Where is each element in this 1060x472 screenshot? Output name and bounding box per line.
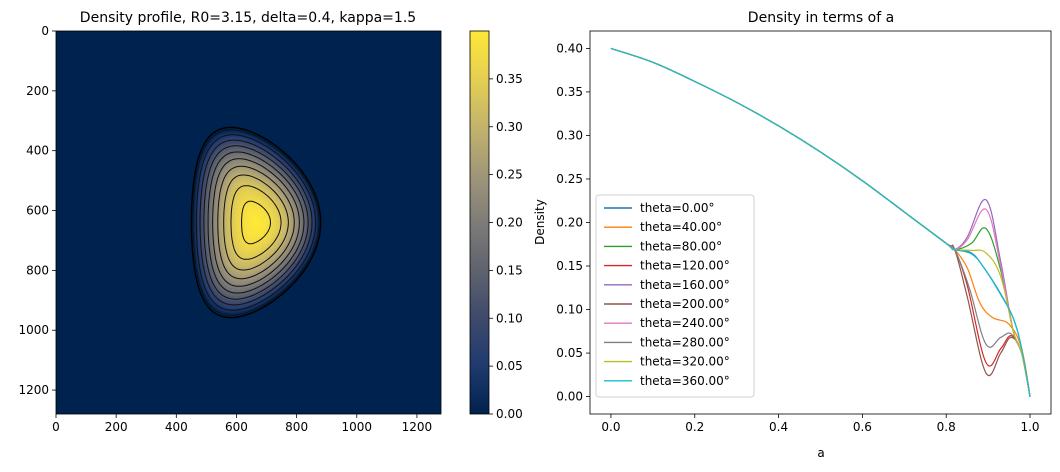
line-x-tick-label: 0.4 bbox=[769, 420, 788, 434]
heatmap-contour-line bbox=[199, 139, 313, 306]
line-x-tick-label: 1.0 bbox=[1020, 420, 1039, 434]
colorbar-tick-label: 0.20 bbox=[496, 216, 523, 230]
heatmap-contour-line bbox=[241, 200, 272, 245]
heatmap-x-tick-label: 1000 bbox=[342, 420, 373, 434]
legend-entry-label: theta=40.00° bbox=[640, 220, 722, 234]
heatmap-y-tick-label: 200 bbox=[26, 84, 49, 98]
line-x-tick-label: 0.6 bbox=[853, 420, 872, 434]
heatmap-x-tick-label: 200 bbox=[105, 420, 128, 434]
heatmap-contour-line bbox=[217, 165, 295, 280]
legend-entry-label: theta=360.00° bbox=[640, 374, 730, 388]
legend-entry-label: theta=0.00° bbox=[640, 201, 715, 215]
legend-entry-label: theta=80.00° bbox=[640, 239, 722, 253]
heatmap-x-tick-label: 600 bbox=[225, 420, 248, 434]
heatmap-contour-line bbox=[195, 134, 317, 311]
heatmap-contour-line bbox=[192, 129, 320, 316]
line-x-axis: 0.0 0.2 0.4 0.6 0.8 1.0 bbox=[601, 414, 1040, 434]
heatmap-y-tick-label: 1200 bbox=[18, 383, 49, 397]
line-y-tick-label: 0.15 bbox=[556, 259, 583, 273]
legend-box bbox=[595, 194, 755, 398]
legend-entry-label: theta=160.00° bbox=[640, 278, 730, 292]
heatmap-contour-line bbox=[223, 174, 289, 271]
line-y-tick-label: 0.30 bbox=[556, 128, 583, 142]
heatmap-contour-line bbox=[203, 145, 309, 300]
colorbar-gradient bbox=[470, 31, 489, 414]
line-chart-title: Density in terms of a bbox=[748, 10, 894, 26]
legend-entry-label: theta=240.00° bbox=[640, 316, 730, 330]
line-series-group bbox=[610, 47, 1031, 397]
heatmap-y-tick-label: 800 bbox=[26, 263, 49, 277]
heatmap-y-axis: 0 200 400 600 800 1000 1200 bbox=[18, 24, 56, 397]
line-y-tick-label: 0.00 bbox=[556, 390, 583, 404]
heatmap-x-tick-label: 400 bbox=[165, 420, 188, 434]
colorbar-tick-label: 0.05 bbox=[496, 359, 523, 373]
heatmap-density-band bbox=[254, 220, 258, 225]
y-axis-label: Density bbox=[533, 199, 547, 245]
heatmap-contour-line bbox=[230, 185, 282, 260]
legend: theta=0.00° theta=40.00° theta=80.00° theta… bbox=[595, 194, 755, 398]
line-chart: Density in terms of a 0.0 0.2 0.4 0.6 0.8 1.0… bbox=[533, 10, 1052, 460]
heatmap-x-axis: 0 200 400 600 800 1000 1200 bbox=[52, 414, 432, 434]
x-axis-label: a bbox=[817, 446, 824, 460]
line-y-tick-label: 0.25 bbox=[556, 172, 583, 186]
heatmap-y-tick-label: 600 bbox=[26, 204, 49, 218]
heatmap-x-tick-label: 800 bbox=[285, 420, 308, 434]
line-y-tick-label: 0.20 bbox=[556, 216, 583, 230]
line-x-tick-label: 0.0 bbox=[601, 420, 620, 434]
heatmap-boundary-contour bbox=[190, 126, 322, 319]
line-y-tick-label: 0.35 bbox=[556, 85, 583, 99]
colorbar-tick-label: 0.25 bbox=[496, 168, 523, 182]
colorbar-tick-label: 0.30 bbox=[496, 120, 523, 134]
colorbar-tick-label: 0.00 bbox=[496, 407, 523, 421]
heatmap-title: Density profile, R0=3.15, delta=0.4, kap… bbox=[80, 10, 416, 26]
legend-entry-label: theta=120.00° bbox=[640, 259, 730, 273]
heatmap-y-tick-label: 400 bbox=[26, 144, 49, 158]
heatmap-chart: Density profile, R0=3.15, delta=0.4, kap… bbox=[18, 10, 442, 434]
line-x-tick-label: 0.2 bbox=[685, 420, 704, 434]
heatmap-frame bbox=[55, 30, 442, 415]
legend-entry-label: theta=200.00° bbox=[640, 297, 730, 311]
colorbar: 0.00 0.05 0.10 0.15 0.20 0.25 0.30 0.35 bbox=[469, 30, 523, 421]
legend-entry-label: theta=280.00° bbox=[640, 335, 730, 349]
colorbar-tick-label: 0.35 bbox=[496, 72, 523, 86]
colorbar-tick-label: 0.10 bbox=[496, 311, 523, 325]
heatmap-y-tick-label: 1000 bbox=[18, 323, 49, 337]
colorbar-tick-label: 0.15 bbox=[496, 263, 523, 277]
line-x-tick-label: 0.8 bbox=[937, 420, 956, 434]
line-y-tick-label: 0.05 bbox=[556, 346, 583, 360]
heatmap-x-tick-label: 0 bbox=[52, 420, 60, 434]
heatmap-contour-line bbox=[212, 158, 300, 287]
line-y-tick-label: 0.40 bbox=[556, 41, 583, 55]
heatmap-image bbox=[56, 31, 441, 414]
line-y-axis: 0.00 0.05 0.10 0.15 0.20 0.25 0.30 0.35 0.40 bbox=[556, 41, 590, 404]
colorbar-ticks: 0.00 0.05 0.10 0.15 0.20 0.25 0.30 0.35 bbox=[489, 72, 523, 421]
line-y-tick-label: 0.10 bbox=[556, 303, 583, 317]
series-line bbox=[610, 47, 1031, 397]
legend-entry-label: theta=320.00° bbox=[640, 355, 730, 369]
heatmap-y-tick-label: 0 bbox=[41, 24, 49, 38]
heatmap-x-tick-label: 1200 bbox=[402, 420, 433, 434]
heatmap-contour-line bbox=[207, 151, 305, 294]
